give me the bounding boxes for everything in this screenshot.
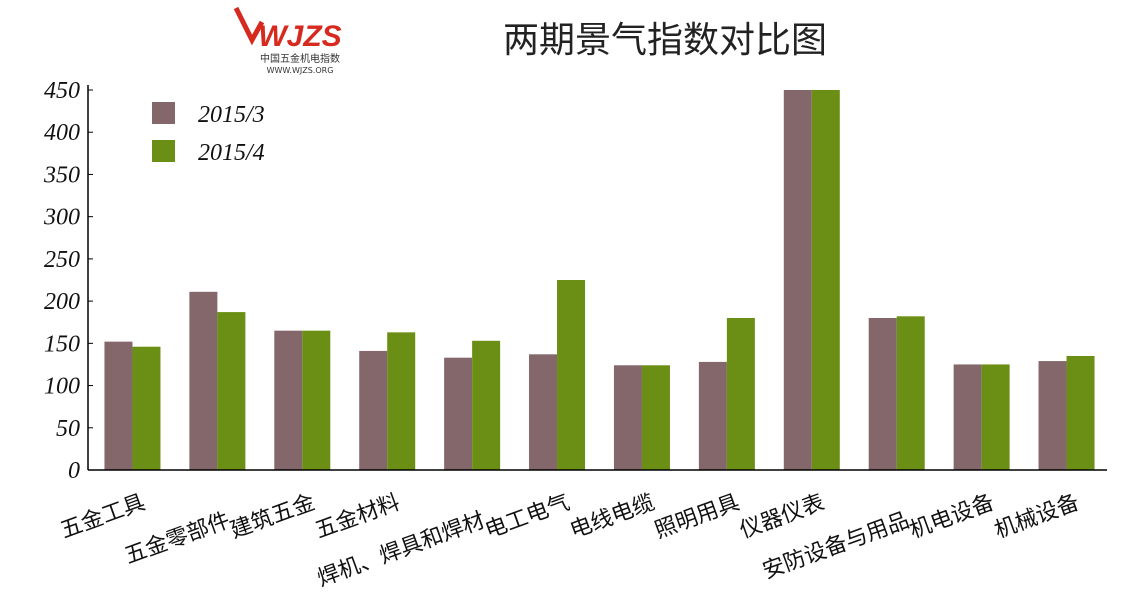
bar	[811, 90, 840, 470]
bar	[274, 330, 303, 470]
legend-label: 2015/3	[198, 102, 265, 128]
y-tick-label: 450	[44, 78, 80, 104]
y-tick-label: 350	[43, 162, 80, 188]
bar	[529, 354, 558, 470]
legend-label: 2015/4	[198, 140, 265, 166]
bar	[387, 332, 416, 470]
bar	[444, 357, 473, 470]
logo-name: 中国五金机电指数	[260, 52, 340, 65]
x-tick-label: 电工电气	[482, 490, 573, 544]
bar	[132, 346, 161, 470]
x-tick-label: 机械设备	[991, 490, 1082, 544]
bar	[189, 291, 218, 470]
bar	[613, 365, 642, 470]
x-tick-label: 电线电缆	[567, 490, 658, 544]
y-tick-label: 400	[44, 120, 80, 146]
bar	[1038, 361, 1067, 470]
x-tick-label: 仪器仪表	[737, 490, 828, 544]
legend-swatch	[152, 140, 175, 162]
bar	[217, 312, 246, 470]
bar	[783, 90, 812, 470]
bar	[302, 330, 331, 470]
logo-url: WWW.WJZS.ORG	[267, 66, 334, 75]
bar	[472, 340, 501, 470]
bar	[868, 318, 897, 470]
x-tick-label: 照明用具	[652, 490, 743, 544]
bar	[981, 364, 1010, 470]
bar	[557, 280, 586, 470]
bar	[698, 361, 727, 470]
logo-arrow	[233, 6, 265, 46]
bar	[896, 316, 925, 470]
bar	[726, 318, 755, 470]
y-tick-label: 200	[44, 289, 80, 315]
y-tick-label: 50	[56, 416, 80, 442]
y-tick-label: 250	[44, 247, 80, 273]
bar	[641, 365, 670, 470]
bar	[953, 364, 982, 470]
y-tick-label: 300	[43, 205, 80, 231]
y-tick-label: 0	[68, 458, 80, 484]
chart-title: 两期景气指数对比图	[503, 20, 827, 61]
x-tick-label: 五金工具	[57, 490, 148, 544]
logo-mark: WJZS	[258, 20, 341, 53]
x-tick-label: 建筑五金	[227, 490, 318, 544]
x-tick-label: 机电设备	[906, 490, 997, 544]
logo: WJZS 中国五金机电指数 WWW.WJZS.ORG	[233, 6, 342, 75]
x-tick-label: 五金材料	[312, 490, 403, 544]
bar	[1066, 356, 1095, 470]
bar	[359, 350, 388, 470]
y-tick-label: 100	[44, 374, 80, 400]
legend-swatch	[152, 102, 175, 124]
bar	[104, 341, 133, 470]
y-tick-label: 150	[44, 331, 80, 357]
